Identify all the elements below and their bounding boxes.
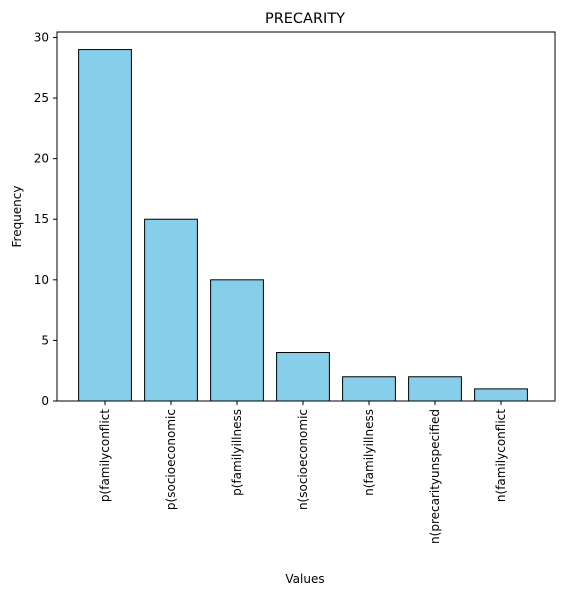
bar-7 (474, 388, 528, 402)
bar-3 (210, 279, 264, 402)
x-tick-label: n(precarityunspecified (428, 409, 442, 544)
y-tick-label: 30 (34, 30, 49, 44)
x-tick-label: n(familyconflict (494, 409, 508, 502)
x-tick-label: p(familyconflict (98, 409, 112, 502)
x-tick-label: p(socioeconomic (164, 409, 178, 510)
x-axis: p(familyconflict p(socioeconomic p(familyi… (98, 401, 508, 544)
x-tick-label: p(familyillness (230, 409, 244, 496)
y-tick-label: 5 (41, 333, 49, 347)
bar-2 (144, 218, 198, 402)
bars-group (78, 49, 528, 402)
y-axis: 0 5 10 15 20 25 30 (34, 30, 57, 408)
x-tick-label: n(familyillness (362, 409, 376, 496)
bar-6 (408, 376, 462, 402)
bar-4 (276, 352, 330, 402)
y-tick-label: 20 (34, 152, 49, 166)
x-axis-label: Values (285, 572, 324, 586)
plot-frame (56, 31, 556, 402)
bar-5 (342, 376, 396, 402)
y-tick-label: 10 (34, 273, 49, 287)
chart-title: PRECARITY (265, 11, 345, 27)
y-tick-label: 0 (41, 394, 49, 408)
bar-1 (78, 49, 132, 402)
x-tick-label: n(socioeconomic (296, 409, 310, 510)
y-tick-label: 15 (34, 212, 49, 226)
y-axis-label: Frequency (10, 186, 24, 248)
y-tick-label: 25 (34, 91, 49, 105)
